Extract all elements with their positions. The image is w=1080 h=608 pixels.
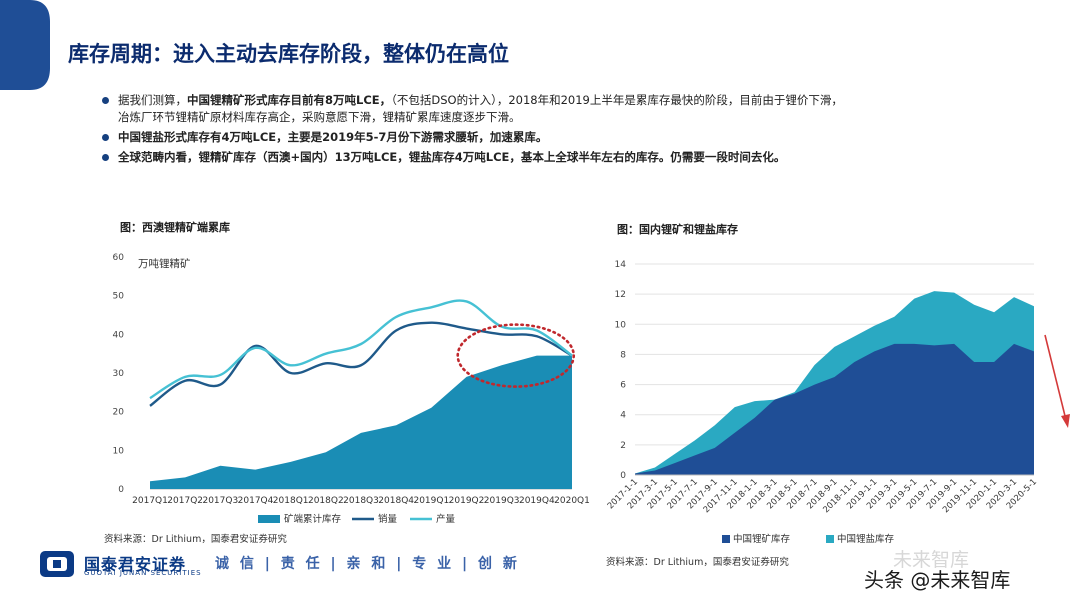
bullet-dot: [102, 154, 109, 161]
left-y-tick-label: 60: [113, 253, 125, 263]
bullet-1-text-b: （不包括DSO的计入），2018年和2019上半年是累库存最快的阶段，目前由于锂…: [391, 93, 843, 107]
left-x-tick-label: 2017Q2: [167, 496, 203, 506]
logo-center: [53, 560, 61, 568]
bullet-3: 全球范畴内看，锂精矿库存（西澳+国内）13万吨LCE，锂盐库存4万吨LCE，基本…: [100, 149, 1040, 166]
left-legend-label: 矿端累计库存: [284, 513, 342, 525]
bullet-dot: [102, 134, 109, 141]
bullet-3-text: 全球范畴内看，锂精矿库存（西澳+国内）13万吨LCE，锂盐库存4万吨LCE，基本…: [118, 150, 786, 164]
right-y-tick-label: 10: [615, 320, 627, 330]
right-legend-label: 中国锂盐库存: [837, 533, 895, 545]
left-x-tick-label: 2018Q4: [378, 496, 414, 506]
left-y-tick-label: 40: [113, 330, 125, 340]
watermark-text: 未来智库: [893, 549, 970, 571]
left-y-tick-label: 50: [113, 292, 125, 302]
bullet-1-text-c: 冶炼厂环节锂精矿原材料库存高企，采购意愿下滑，锂精矿累库速度逐步下滑。: [118, 110, 521, 124]
left-legend-label: 产量: [436, 513, 456, 525]
left-x-tick-label: 2019Q1: [413, 496, 449, 506]
left-chart-title: 图：西澳锂精矿端累库: [120, 221, 230, 234]
right-y-tick-label: 6: [620, 381, 626, 391]
left-x-tick-label: 2017Q3: [202, 496, 238, 506]
left-legend-swatch-area: [258, 515, 280, 523]
bullet-2-text: 中国锂盐形式库存有4万吨LCE，主要是2019年5-7月份下游需求腰斩，加速累库…: [118, 130, 548, 144]
company-logo-name: 国泰君安证券: [84, 555, 187, 574]
left-y-tick-label: 10: [113, 446, 125, 456]
bullet-1-bold: 中国锂精矿形式库存目前有8万吨LCE，: [187, 93, 392, 107]
bullet-list: 据我们测算，中国锂精矿形式库存目前有8万吨LCE，（不包括DSO的计入），201…: [100, 92, 1040, 169]
left-x-tick-label: 2019Q4: [519, 496, 555, 506]
left-x-tick-label: 2018Q3: [343, 496, 379, 506]
left-y-tick-label: 0: [118, 485, 124, 495]
company-logo-mark: [40, 551, 74, 577]
right-trend-arrow-line: [1044, 334, 1067, 421]
left-x-tick-label: 2017Q1: [132, 496, 168, 506]
left-x-tick-label: 2019Q2: [449, 496, 485, 506]
left-line-sales: [149, 321, 573, 407]
left-highlight-ellipse: [456, 323, 576, 388]
right-trend-arrow-head: [1061, 414, 1070, 428]
right-area-ore-inventory: [635, 343, 1034, 475]
right-y-tick-label: 0: [620, 471, 626, 481]
bullet-1-text-a: 据我们测算，: [118, 93, 187, 107]
company-slogan: 诚 信 | 责 任 | 亲 和 | 专 业 | 创 新: [215, 556, 520, 572]
right-y-tick-label: 8: [620, 350, 626, 360]
left-x-tick-label: 2020Q1: [554, 496, 590, 506]
left-chart-source: 资料来源：Dr Lithium，国泰君安证券研究: [104, 534, 287, 545]
right-y-tick-label: 14: [615, 260, 627, 270]
left-y-tick-label: 30: [113, 369, 125, 379]
right-legend-swatch-salt: [826, 535, 834, 543]
right-legend-swatch-ore: [722, 535, 730, 543]
left-x-tick-label: 2019Q3: [484, 496, 520, 506]
left-x-tick-label: 2017Q4: [238, 496, 274, 506]
bullet-1: 据我们测算，中国锂精矿形式库存目前有8万吨LCE，（不包括DSO的计入），201…: [100, 92, 1040, 126]
company-logo-english: GUOTAI JUNAN SECURITIES: [84, 569, 202, 577]
left-y-tick-label: 20: [113, 408, 125, 418]
left-x-tick-label: 2018Q1: [273, 496, 309, 506]
right-legend-label: 中国锂矿库存: [733, 533, 791, 545]
left-x-tick-label: 2018Q2: [308, 496, 344, 506]
right-chart-source: 资料来源：Dr Lithium，国泰君安证券研究: [606, 557, 789, 568]
bullet-2: 中国锂盐形式库存有4万吨LCE，主要是2019年5-7月份下游需求腰斩，加速累库…: [100, 129, 1040, 146]
bullet-dot: [102, 97, 109, 104]
left-y-axis-unit: 万吨锂精矿: [138, 257, 191, 270]
corner-decoration: [0, 0, 50, 90]
page-title: 库存周期：进入主动去库存阶段，整体仍在高位: [68, 42, 509, 66]
watermark-toutiao: 头条 @未来智库: [864, 568, 1011, 592]
right-y-tick-label: 12: [615, 290, 626, 300]
right-y-tick-label: 2: [620, 441, 626, 451]
left-legend-label: 销量: [378, 513, 398, 525]
left-area-mine-inventory: [150, 355, 572, 489]
right-y-tick-label: 4: [620, 411, 626, 421]
corner-shape: [0, 0, 50, 90]
right-chart-title: 图：国内锂矿和锂盐库存: [617, 223, 738, 236]
